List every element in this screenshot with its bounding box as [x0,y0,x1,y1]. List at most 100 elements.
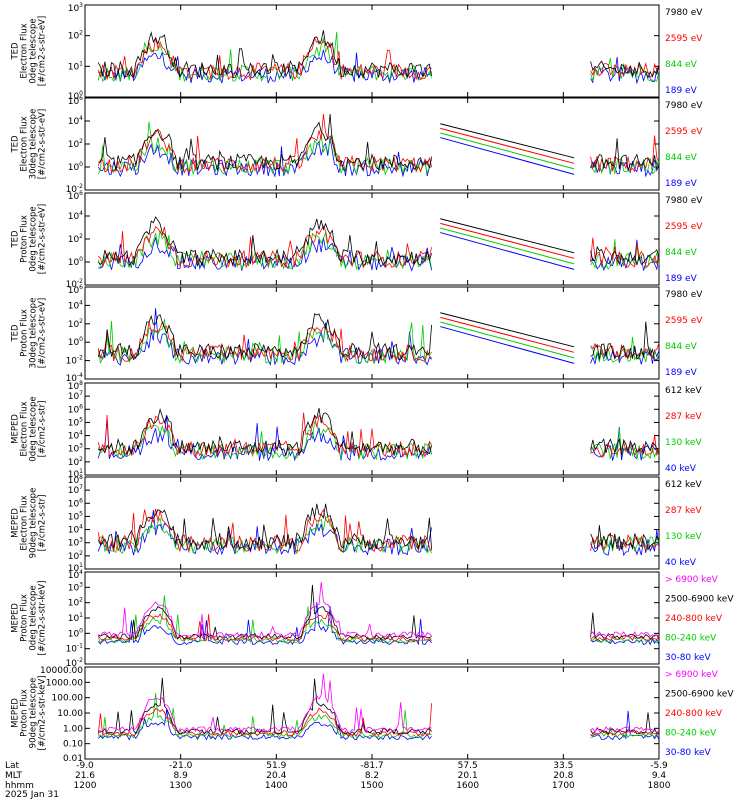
legend-entry: 844 eV [665,153,698,163]
y-tick-label: 10000.00 [40,666,83,676]
legend-entry: 130 keV [665,532,702,542]
series-trace [97,703,660,737]
y-tick-label: 103 [68,537,83,549]
legend-entry: 2500-6900 keV [665,595,734,605]
x-axis-row-value: 20.1 [458,771,478,781]
y-axis-title: MEPEDElectron Flux0deg telescope[#/cm2-s… [11,396,48,461]
y-tick-label: 104 [68,115,83,127]
y-axis-title: MEPEDProton Flux90deg telescope[#/cm2-s-… [11,676,48,751]
y-tick-label: 101 [68,468,83,480]
x-axis-row-value: 1400 [265,781,288,791]
y-tick-label: 107 [68,484,83,496]
legend-entry: 844 eV [665,60,698,70]
x-axis-row-value: 33.5 [553,761,573,771]
gap-interpolation-line [440,132,575,170]
y-tick-label: 100.00 [52,694,84,704]
series-trace [98,308,660,366]
y-tick-label: 103 [68,443,83,455]
x-axis-row-value: 1300 [169,781,192,791]
legend-entry: 2500-6900 keV [665,690,734,700]
x-axis-row-value: 1200 [74,781,97,791]
y-tick-label: 10-2 [66,657,84,669]
y-tick-label: 10-2 [66,278,84,290]
gap-interpolation-line [440,232,575,270]
legend-entry: 189 eV [665,179,698,189]
legend-entry: 7980 eV [665,101,703,111]
series-trace [97,216,660,267]
y-tick-label: 106 [68,190,83,202]
panel-4: TEDProton Flux30deg telescope[#/cm2-s-st… [11,286,703,380]
x-axis-row-label: MLT [5,771,23,781]
y-tick-label: 105 [68,416,83,428]
legend-entry: 189 eV [665,368,698,378]
y-tick-label: 100 [68,90,83,102]
y-tick-label: 10-2 [66,355,84,367]
panel-frame [84,192,660,286]
panel-5: MEPEDElectron Flux0deg telescope[#/cm2-s… [11,382,702,476]
x-axis-row-value: 51.9 [266,761,286,771]
y-tick-label: 108 [68,474,83,486]
legend-entry: 240-800 keV [665,709,723,719]
series-trace [98,516,660,555]
y-tick-label: 104 [68,210,83,222]
legend-entry: 612 keV [665,480,702,490]
panel-frame [84,4,660,98]
legend-entry: 7980 eV [665,8,703,18]
y-tick-label: 100 [68,336,83,348]
legend-entry: 80-240 keV [665,634,717,644]
gap-interpolation-line [440,218,575,254]
gap-interpolation-line [440,137,575,175]
y-tick-label: 106 [68,284,83,296]
legend-entry: 40 keV [665,558,697,568]
y-tick-label: 10-1 [66,643,84,655]
x-axis-row-value: 57.5 [458,761,478,771]
panel-7: MEPEDProton Flux0deg telescope[#/cm2-s-s… [11,571,734,665]
y-tick-label: 0.10 [63,740,83,750]
y-tick-label: 10.00 [57,709,83,719]
series-trace [98,584,660,641]
legend-entry: 2595 eV [665,222,703,232]
legend-entry: 7980 eV [665,290,703,300]
x-axis-row-label: Lat [5,761,20,771]
y-tick-label: 107 [68,390,83,402]
legend-entry: 2595 eV [665,127,703,137]
y-tick-label: 102 [68,233,83,245]
series-trace [97,113,660,174]
y-tick-label: 100 [68,627,83,639]
y-tick-label: 102 [68,30,83,42]
gap-interpolation-line [440,321,575,359]
gap-interpolation-line [440,127,575,164]
legend-entry: > 6900 keV [665,670,719,680]
gap-interpolation-line [440,123,575,159]
series-trace [98,49,660,85]
y-tick-label: 105 [68,510,83,522]
x-axis-row-value: -9.0 [76,761,94,771]
date-label: 2025 Jan 31 [5,790,59,800]
panel-frame [84,476,660,570]
series-trace [97,313,660,361]
y-tick-label: 104 [68,569,83,581]
series-trace [98,673,660,734]
y-tick-label: 10-2 [66,183,84,195]
y-axis-title: MEPEDElectron Flux90deg telescope[#/cm2-… [11,488,48,559]
series-trace [97,509,660,557]
legend-entry: 287 keV [665,506,702,516]
x-axis-row-value: 1700 [552,781,575,791]
legend-entry: 130 keV [665,438,702,448]
y-axis-title: TEDProton Flux0deg telescope[#/cm2-s-str… [11,204,48,274]
series-trace [98,693,660,740]
panel-frame [84,97,660,191]
y-tick-label: 1000.00 [46,678,83,688]
legend-entry: > 6900 keV [665,575,719,585]
y-tick-label: 101 [68,60,83,72]
legend-entry: 2595 eV [665,34,703,44]
y-tick-label: 102 [68,318,83,330]
x-axis-row-value: -81.7 [360,761,383,771]
y-tick-label: 104 [68,299,83,311]
series-trace [97,230,660,271]
y-axis-title: TEDElectron Flux30deg telescope[#/cm2-s-… [11,109,48,180]
series-trace [97,30,660,79]
x-axis-row-label: hhmm [5,781,34,791]
y-tick-label: 102 [68,456,83,468]
panel-2: TEDElectron Flux30deg telescope[#/cm2-s-… [11,97,703,191]
